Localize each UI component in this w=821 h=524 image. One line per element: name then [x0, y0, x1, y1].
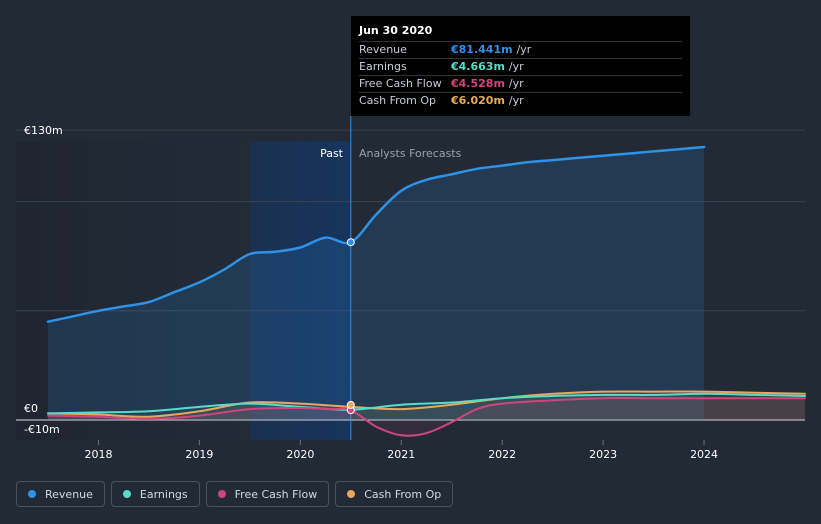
- tooltip-row-cash-from-op: Cash From Op €6.020m /yr: [359, 92, 682, 109]
- tooltip-value: €81.441m: [451, 43, 513, 56]
- x-tick-label: 2024: [690, 448, 718, 461]
- cash-from-op-line: [47, 390, 806, 418]
- tooltip: Jun 30 2020 Revenue €81.441m /yr Earning…: [351, 16, 690, 116]
- x-tick-label: 2023: [589, 448, 617, 461]
- y-label-top: €130m: [24, 124, 63, 137]
- tooltip-value: €4.663m: [451, 60, 505, 73]
- tooltip-unit: /yr: [516, 43, 532, 56]
- legend-label: Free Cash Flow: [234, 487, 318, 501]
- highlight-region: [249, 141, 351, 440]
- legend-label: Earnings: [139, 487, 188, 501]
- revenue-area: [48, 147, 705, 420]
- x-tick-label: 2020: [286, 448, 314, 461]
- free-cash-flow-area: [48, 398, 805, 436]
- tooltip-unit: /yr: [508, 60, 524, 73]
- tooltip-row-free-cash-flow: Free Cash Flow €4.528m /yr: [359, 75, 682, 92]
- x-tick-label: 2021: [387, 448, 415, 461]
- tooltip-unit: /yr: [508, 94, 524, 107]
- legend: Revenue Earnings Free Cash Flow Cash Fro…: [16, 481, 454, 507]
- past-label: Past: [320, 147, 344, 160]
- tooltip-value: €4.528m: [451, 77, 505, 90]
- tooltip-label: Revenue: [359, 43, 407, 56]
- tooltip-label: Free Cash Flow: [359, 77, 442, 90]
- tooltip-unit: /yr: [508, 77, 524, 90]
- earnings-dot-icon: [122, 490, 131, 498]
- free-cash-flow-dot-icon: [217, 490, 226, 498]
- tooltip-label: Earnings: [359, 60, 407, 73]
- legend-label: Revenue: [45, 487, 93, 501]
- revenue-dot-icon: [28, 490, 36, 498]
- y-label-bottom: -€10m: [24, 423, 60, 436]
- legend-item-free-cash-flow[interactable]: Free Cash Flow: [205, 481, 330, 507]
- x-tick-label: 2022: [488, 448, 516, 461]
- tooltip-row-revenue: Revenue €81.441m /yr: [359, 41, 682, 58]
- legend-label: Cash From Op: [364, 487, 442, 501]
- legend-item-cash-from-op[interactable]: Cash From Op: [335, 481, 454, 507]
- free-cash-flow-line: [47, 397, 806, 437]
- revenue-line: [46, 145, 706, 323]
- y-label-zero: €0: [24, 402, 38, 415]
- tooltip-label: Cash From Op: [359, 94, 437, 107]
- x-tick-label: 2019: [185, 448, 213, 461]
- chart: €130m €0 -€10m Past Analysts Forecasts 2…: [16, 116, 806, 461]
- legend-item-earnings[interactable]: Earnings: [110, 481, 200, 507]
- earnings-line: [47, 392, 806, 415]
- cash-from-op-dot-icon: [347, 490, 356, 498]
- x-tick-label: 2018: [84, 448, 112, 461]
- revenue-marker: [346, 238, 355, 247]
- forecast-label: Analysts Forecasts: [359, 147, 462, 160]
- legend-item-revenue[interactable]: Revenue: [16, 481, 105, 507]
- tooltip-row-earnings: Earnings €4.663m /yr: [359, 58, 682, 75]
- tooltip-value: €6.020m: [451, 94, 505, 107]
- cash-from-op-marker: [346, 400, 355, 409]
- tooltip-date: Jun 30 2020: [359, 24, 433, 37]
